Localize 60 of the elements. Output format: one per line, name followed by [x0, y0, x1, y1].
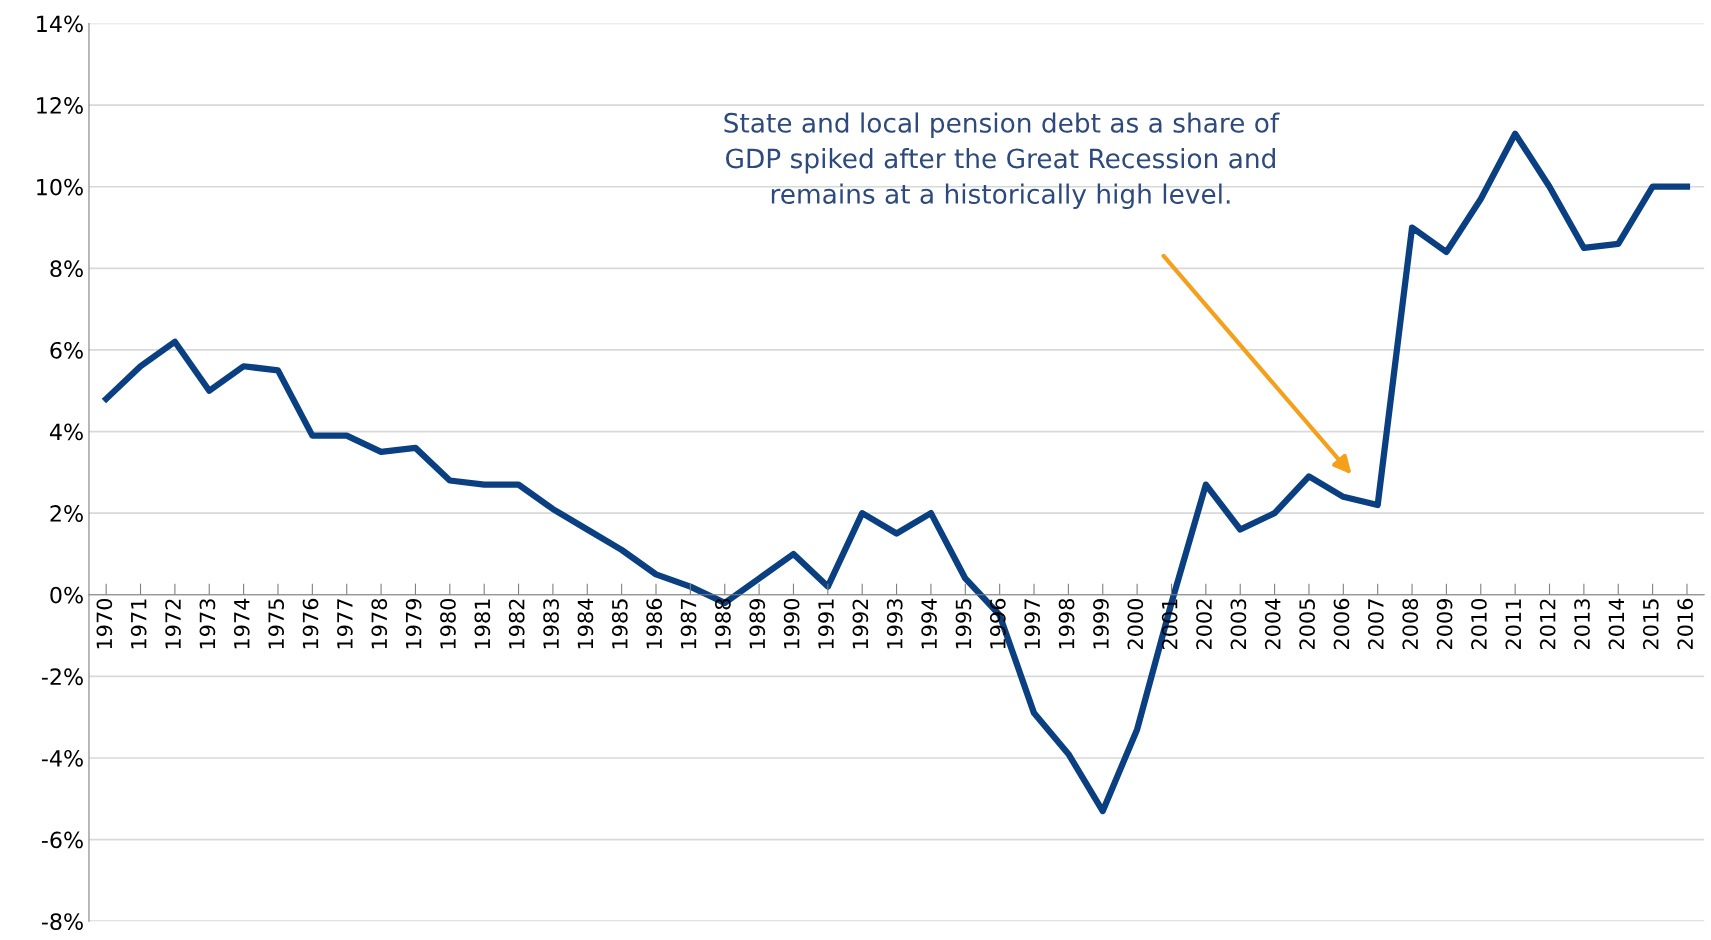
x-tick-label: 1990 [783, 598, 800, 649]
x-tick-label: 1972 [165, 599, 181, 649]
x-tick-label: 2009 [1436, 599, 1453, 650]
x-tick-label: 2016 [1677, 598, 1694, 650]
y-tick-label: -8% [41, 913, 83, 930]
x-tick-label: 2000 [1127, 598, 1144, 650]
x-tick-label: 1974 [233, 598, 250, 649]
y-tick-label: -6% [41, 831, 83, 849]
x-tick-label: 1992 [852, 599, 869, 649]
x-tick-label: 1977 [337, 599, 353, 649]
x-tick-label: 1994 [921, 598, 937, 649]
x-tick-label: 2003 [1230, 599, 1247, 650]
y-tick-label: 2% [50, 505, 83, 522]
x-tick-label: 1995 [955, 599, 972, 649]
y-tick-label: 8% [50, 260, 83, 278]
x-tick-label: 1971 [130, 599, 147, 649]
x-tick-label: 1988 [715, 598, 731, 649]
x-tick-label: 1986 [646, 598, 663, 649]
x-tick-label: 2008 [1402, 598, 1419, 650]
y-tick-label: 10% [37, 178, 83, 196]
x-tick-label: 1996 [989, 598, 1006, 649]
x-tick-label: 2006 [1333, 598, 1350, 650]
x-tick-label: 2012 [1539, 599, 1556, 650]
x-tick-label: 1979 [405, 599, 422, 649]
x-tick-label: 1991 [818, 599, 834, 649]
x-tick-label: 2002 [1196, 599, 1212, 650]
x-tick-label: 2005 [1299, 599, 1315, 650]
x-tick-label: 1987 [680, 599, 697, 649]
x-tick-label: 2007 [1367, 599, 1384, 650]
x-tick-label: 1984 [577, 598, 594, 649]
x-tick-label: 1983 [543, 599, 559, 649]
x-tick-label: 1980 [440, 598, 456, 649]
x-tick-label: 1976 [302, 598, 319, 649]
x-tick-label: 1982 [508, 599, 525, 649]
x-tick-label: 2015 [1642, 599, 1659, 650]
x-tick-label: 1993 [886, 599, 903, 649]
y-tick-label: 12% [37, 97, 83, 114]
x-tick-label: 1997 [1024, 599, 1041, 649]
y-tick-label: -4% [41, 749, 83, 767]
x-tick-label: 2010 [1471, 598, 1487, 650]
x-tick-label: 1999 [1093, 599, 1109, 649]
x-tick-label: 1981 [474, 599, 491, 649]
x-tick-label: 1989 [749, 599, 766, 649]
x-tick-label: 1970 [96, 598, 113, 649]
y-tick-label: 14% [37, 15, 83, 33]
x-tick-label: 2001 [1161, 599, 1178, 650]
y-tick-label: 0% [50, 586, 83, 604]
x-tick-label: 1998 [1058, 598, 1075, 649]
x-tick-label: 2013 [1574, 599, 1590, 650]
y-tick-label: 4% [49, 423, 83, 441]
x-tick-label: 2011 [1505, 599, 1522, 650]
x-tick-label: 1978 [371, 598, 388, 649]
y-tick-label: 6% [50, 341, 83, 359]
y-tick-label: -2% [41, 668, 83, 686]
x-tick-label: 2014 [1608, 598, 1625, 650]
x-tick-label: 1973 [199, 599, 216, 649]
annotation: State and local pension debt as a share of GDP spiked after the Great Recession and remains at a historically high level. [724, 112, 1280, 210]
x-tick-label: 1985 [611, 599, 628, 649]
x-tick-label: 1975 [268, 599, 285, 649]
x-tick-label: 2004 [1264, 598, 1281, 650]
